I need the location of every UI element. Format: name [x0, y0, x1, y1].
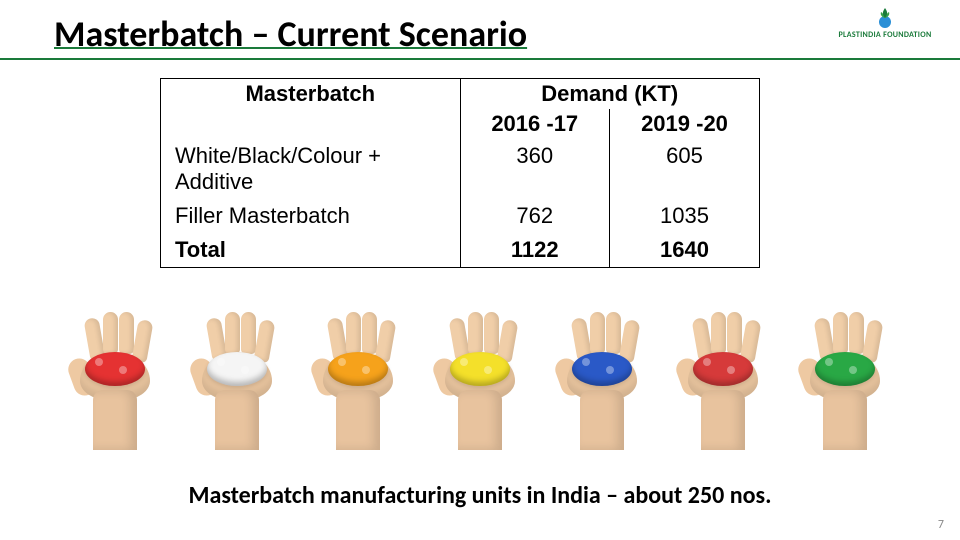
table-header-year2: 2019 -20: [610, 109, 760, 139]
table-row: Filler Masterbatch 762 1035: [161, 199, 759, 233]
table-header-category: Masterbatch: [161, 79, 460, 139]
hand-green-pellets: [795, 310, 895, 450]
pellet-pile-icon: [815, 352, 875, 386]
table-row: White/Black/Colour + Additive 360 605: [161, 139, 759, 199]
row-y2: 1640: [610, 233, 760, 267]
page-title: Masterbatch – Current Scenario: [54, 12, 960, 60]
footer-note: Masterbatch manufacturing units in India…: [0, 481, 960, 510]
demand-table: Masterbatch Demand (KT) 2016 -17 2019 -2…: [160, 78, 760, 268]
pellet-pile-icon: [207, 352, 267, 386]
pellet-pile-icon: [572, 352, 632, 386]
pellet-pile-icon: [693, 352, 753, 386]
hand-orange-pellets: [308, 310, 408, 450]
hand-red2-pellets: [673, 310, 773, 450]
row-y1: 360: [460, 139, 610, 199]
pellet-pile-icon: [85, 352, 145, 386]
table-header-year1: 2016 -17: [460, 109, 610, 139]
brand-logo: PLASTINDIA FOUNDATION: [830, 6, 940, 46]
pellet-pile-icon: [328, 352, 388, 386]
row-y1: 1122: [460, 233, 610, 267]
hand-yellow-pellets: [430, 310, 530, 450]
row-label: Filler Masterbatch: [161, 199, 460, 233]
pellet-pile-icon: [450, 352, 510, 386]
title-underline: [0, 58, 960, 60]
table-row-total: Total 1122 1640: [161, 233, 759, 267]
page-number: 7: [938, 518, 944, 532]
row-y1: 762: [460, 199, 610, 233]
row-y2: 1035: [610, 199, 760, 233]
logo-subtext: [884, 40, 885, 46]
hand-red-pellets: [65, 310, 165, 450]
leaf-globe-icon: [873, 6, 897, 30]
table-header-demand: Demand (KT): [460, 79, 759, 109]
hand-white-pellets: [187, 310, 287, 450]
row-label: White/Black/Colour + Additive: [161, 139, 460, 199]
logo-text: PLASTINDIA FOUNDATION: [838, 30, 931, 40]
row-label: Total: [161, 233, 460, 267]
hand-blue-pellets: [552, 310, 652, 450]
hands-illustration-row: [65, 310, 895, 450]
row-y2: 605: [610, 139, 760, 199]
